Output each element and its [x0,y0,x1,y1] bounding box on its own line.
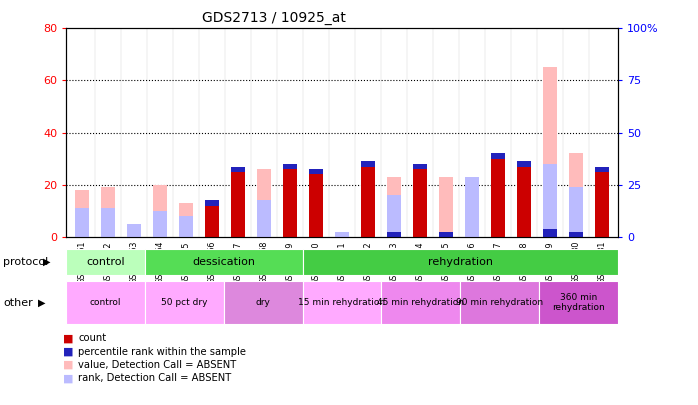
Text: protocol: protocol [3,257,49,267]
Bar [465,177,480,237]
Bar [205,200,219,206]
Bar [309,169,323,175]
Bar [361,166,376,237]
Bar [303,281,381,324]
Bar [491,153,505,159]
Text: 45 min rehydration: 45 min rehydration [378,298,464,307]
Bar [413,169,427,237]
Text: 50 pct dry: 50 pct dry [161,298,208,307]
Bar [145,249,303,275]
Bar [309,175,323,237]
Bar [66,281,145,324]
Text: ■: ■ [63,347,73,356]
Text: ■: ■ [63,333,73,343]
Bar [153,211,167,237]
Bar [439,232,453,237]
Bar [517,166,531,237]
Text: other: other [3,298,34,308]
Bar [179,216,193,237]
Text: GDS2713 / 10925_at: GDS2713 / 10925_at [202,11,346,26]
Bar [303,249,618,275]
Text: rank, Detection Call = ABSENT: rank, Detection Call = ABSENT [78,373,232,383]
Text: dessication: dessication [193,257,255,267]
Bar [517,161,531,166]
Bar [595,172,609,237]
Bar [439,177,453,237]
Text: ▶: ▶ [43,257,51,267]
Text: control: control [87,257,125,267]
Bar [413,164,427,169]
Bar [231,172,245,237]
Bar [335,232,349,237]
Bar [387,195,401,237]
Bar [539,281,618,324]
Bar [465,177,480,237]
Bar [257,169,271,237]
Text: value, Detection Call = ABSENT: value, Detection Call = ABSENT [78,360,237,370]
Text: ■: ■ [63,360,73,370]
Text: ■: ■ [63,373,73,383]
Bar [205,206,219,237]
Bar [543,164,557,237]
Bar [387,177,401,237]
Bar [569,153,584,237]
Text: ▶: ▶ [38,298,46,308]
Text: control: control [90,298,121,307]
Bar [543,68,557,237]
Bar [569,188,584,237]
Bar [491,159,505,237]
Bar [75,190,89,237]
Bar [101,208,115,237]
Bar [387,232,401,237]
Bar [101,188,115,237]
Bar [283,169,297,237]
Bar [145,281,224,324]
Bar [335,232,349,237]
Bar [75,208,89,237]
Bar [361,161,376,166]
Bar [595,166,609,172]
Bar [153,185,167,237]
Bar [257,200,271,237]
Bar [543,229,557,237]
Text: percentile rank within the sample: percentile rank within the sample [78,347,246,356]
Text: dry: dry [255,298,271,307]
Text: rehydration: rehydration [428,257,493,267]
Bar [66,249,145,275]
Text: 90 min rehydration: 90 min rehydration [456,298,543,307]
Bar [224,281,303,324]
Text: count: count [78,333,106,343]
Bar [569,232,584,237]
Bar [460,281,539,324]
Text: 15 min rehydration: 15 min rehydration [299,298,385,307]
Text: 360 min
rehydration: 360 min rehydration [552,293,604,312]
Bar [127,224,141,237]
Bar [283,164,297,169]
Bar [231,166,245,172]
Bar [179,203,193,237]
Bar [381,281,460,324]
